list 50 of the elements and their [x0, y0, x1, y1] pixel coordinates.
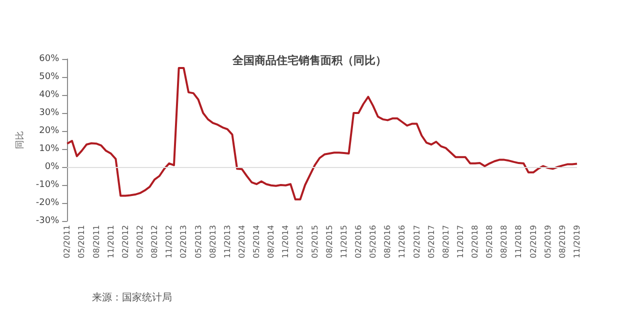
y-tick-label: 0%	[44, 162, 60, 172]
x-tick-label: 02/2014	[237, 225, 246, 258]
x-tick-label: 08/2014	[266, 225, 276, 258]
x-tick-label: 11/2017	[456, 225, 465, 258]
x-tick-label: 05/2013	[194, 225, 203, 258]
y-tick-label: 30%	[39, 108, 60, 118]
y-tick-label: -30%	[36, 216, 60, 226]
y-tick-label: 20%	[39, 126, 60, 136]
y-tick-label: -20%	[36, 198, 60, 208]
y-tick-label: 10%	[39, 144, 60, 154]
x-tick-label: 11/2011	[106, 225, 116, 258]
x-tick-label: 05/2019	[543, 225, 552, 258]
x-tick-label: 08/2016	[383, 225, 392, 258]
x-tick-label: 02/2016	[354, 225, 363, 258]
x-tick-label: 08/2018	[500, 225, 509, 258]
x-tick-label: 05/2018	[485, 225, 494, 258]
x-tick-label: 08/2017	[441, 225, 450, 258]
x-tick-label: 02/2017	[412, 225, 422, 258]
x-tick-label: 08/2011	[92, 225, 101, 258]
x-tick-label: 05/2011	[77, 225, 86, 258]
y-tick-label: -10%	[36, 180, 60, 190]
x-tick-label: 08/2013	[208, 225, 218, 258]
x-tick-label: 08/2012	[150, 225, 160, 258]
x-tick-label: 11/2012	[164, 225, 174, 258]
x-tick-label: 05/2012	[135, 225, 144, 258]
source-note: 来源：国家统计局	[92, 292, 172, 304]
x-tick-label: 02/2013	[179, 225, 188, 258]
y-tick-label: 40%	[39, 90, 60, 100]
x-tick-label: 02/2015	[296, 225, 305, 258]
x-tick-label: 11/2015	[339, 225, 348, 258]
x-tick-label: 08/2015	[324, 225, 334, 258]
x-tick-label: 08/2019	[558, 225, 567, 258]
chart-title: 全国商品住宅销售面积（同比）	[232, 54, 386, 67]
x-tick-label: 11/2016	[398, 225, 407, 258]
x-tick-label: 11/2018	[514, 225, 524, 258]
x-tick-label: 11/2019	[572, 225, 582, 258]
y-tick-label: 60%	[39, 54, 60, 64]
x-tick-label: 05/2015	[310, 225, 320, 258]
line-series	[66, 67, 578, 200]
x-tick-label: 02/2019	[528, 225, 538, 258]
x-tick-label: 05/2016	[368, 225, 378, 258]
x-tick-label: 05/2017	[426, 225, 436, 258]
x-tick-label: 02/2018	[470, 225, 480, 258]
x-tick-label: 02/2012	[120, 225, 130, 258]
y-tick-label: 50%	[39, 72, 60, 82]
x-tick-label: 11/2014	[281, 225, 290, 258]
x-tick-label: 02/2011	[62, 225, 72, 258]
y-axis-title: 同比	[14, 131, 26, 149]
x-tick-label: 11/2013	[222, 225, 232, 258]
x-tick-label: 05/2014	[252, 225, 262, 258]
